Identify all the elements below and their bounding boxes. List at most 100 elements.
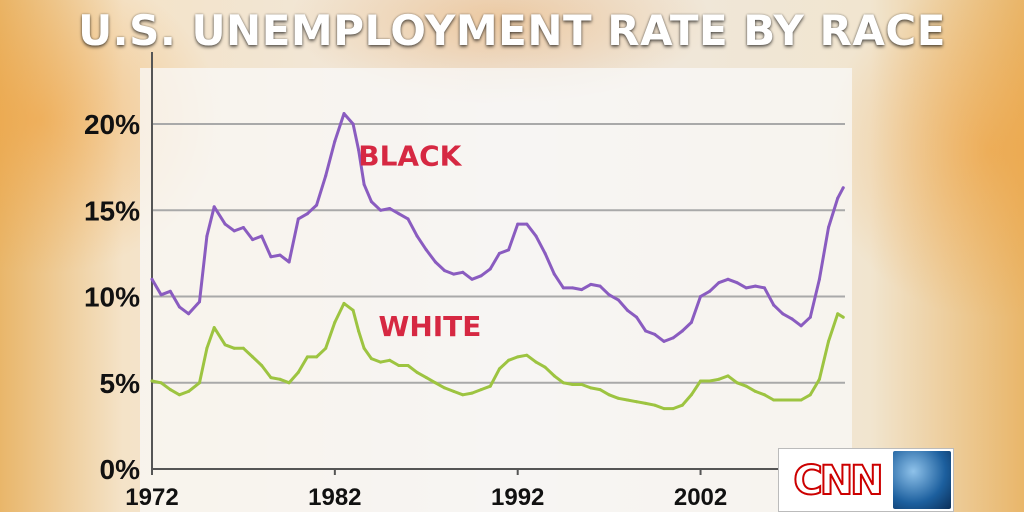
data-point-black <box>580 288 584 292</box>
data-point-white <box>470 391 474 395</box>
data-point-white <box>726 374 730 378</box>
data-point-black <box>351 122 355 126</box>
data-point-black <box>461 270 465 274</box>
data-point-white <box>150 379 154 383</box>
data-point-white <box>507 358 511 362</box>
data-point-white <box>488 384 492 388</box>
data-point-black <box>357 148 361 152</box>
data-point-white <box>772 398 776 402</box>
data-point-white <box>744 384 748 388</box>
data-point-white <box>251 355 255 359</box>
data-point-white <box>351 308 355 312</box>
globe-icon <box>893 451 951 509</box>
data-point-white <box>305 355 309 359</box>
data-point-black <box>159 293 163 297</box>
data-point-black <box>342 112 346 116</box>
data-point-black <box>799 324 803 328</box>
data-point-black <box>699 295 702 298</box>
data-point-white <box>287 381 291 385</box>
data-point-white <box>671 407 675 411</box>
data-point-white <box>635 400 639 404</box>
data-point-white <box>836 312 840 316</box>
series-line-black <box>150 112 845 343</box>
data-point-white <box>817 377 821 381</box>
data-point-black <box>662 339 666 343</box>
data-point-white <box>644 401 648 405</box>
y-tick-label: 15% <box>84 195 140 226</box>
data-point-black <box>241 226 245 229</box>
data-point-black <box>315 203 319 207</box>
data-point-white <box>689 393 693 397</box>
data-point-black <box>177 305 181 309</box>
data-point-white <box>260 364 264 367</box>
data-point-white <box>452 389 456 393</box>
data-point-white <box>589 386 593 390</box>
data-point-black <box>287 260 291 264</box>
data-point-black <box>223 222 227 226</box>
data-point-black <box>479 274 483 278</box>
cnn-logo-text: CNN <box>792 457 884 505</box>
data-point-black <box>305 212 309 216</box>
data-point-white <box>159 381 163 385</box>
data-point-black <box>836 196 840 200</box>
x-tick-label: 1982 <box>308 484 361 511</box>
data-point-white <box>212 326 216 330</box>
x-tick-label: 1972 <box>125 484 178 511</box>
y-tick-label: 0% <box>100 454 141 485</box>
data-point-white <box>296 370 300 374</box>
data-point-white <box>516 355 520 359</box>
data-point-black <box>817 277 821 281</box>
data-point-black <box>561 286 565 290</box>
data-point-black <box>470 277 474 281</box>
data-point-white <box>799 398 803 402</box>
data-point-black <box>278 253 282 257</box>
data-point-white <box>561 381 565 385</box>
data-point-black <box>726 277 730 281</box>
data-point-black <box>589 282 593 286</box>
data-point-white <box>415 370 419 374</box>
data-point-black <box>680 329 684 333</box>
data-point-black <box>424 248 428 252</box>
data-point-white <box>534 360 538 364</box>
data-point-white <box>369 357 373 361</box>
data-point-white <box>443 386 447 390</box>
series-label-black: BLACK <box>358 139 462 172</box>
data-point-black <box>187 312 191 316</box>
data-point-white <box>625 398 629 402</box>
data-point-black <box>269 255 273 259</box>
data-point-black <box>671 336 675 340</box>
chart-panel <box>140 68 852 512</box>
data-point-white <box>168 388 172 392</box>
data-point-black <box>525 222 529 226</box>
data-point-white <box>580 383 584 386</box>
x-tick-label: 2002 <box>674 484 727 511</box>
data-point-black <box>415 234 419 238</box>
data-point-white <box>525 353 529 357</box>
data-point-white <box>315 355 319 359</box>
data-point-white <box>324 346 328 350</box>
data-point-white <box>616 396 620 400</box>
data-point-black <box>598 284 602 288</box>
data-point-black <box>452 272 456 276</box>
data-point-white <box>379 360 383 364</box>
data-point-black <box>644 329 648 333</box>
data-point-black <box>150 277 154 281</box>
data-point-black <box>296 217 300 221</box>
data-point-black <box>488 267 492 271</box>
data-point-white <box>362 346 366 350</box>
data-point-white <box>388 358 392 362</box>
data-point-white <box>543 365 547 369</box>
data-point-black <box>443 269 447 273</box>
data-point-white <box>808 393 812 397</box>
data-point-black <box>735 281 739 285</box>
chart-title: U.S. UNEMPLOYMENT RATE BY RACE <box>78 6 946 55</box>
data-point-white <box>406 364 410 367</box>
y-tick-label: 5% <box>100 368 141 399</box>
data-point-white <box>397 364 401 367</box>
data-point-white <box>571 383 575 386</box>
data-point-white <box>232 346 236 350</box>
data-point-black <box>772 303 776 307</box>
data-point-black <box>397 212 401 216</box>
data-point-white <box>461 393 465 397</box>
data-point-black <box>369 200 373 204</box>
